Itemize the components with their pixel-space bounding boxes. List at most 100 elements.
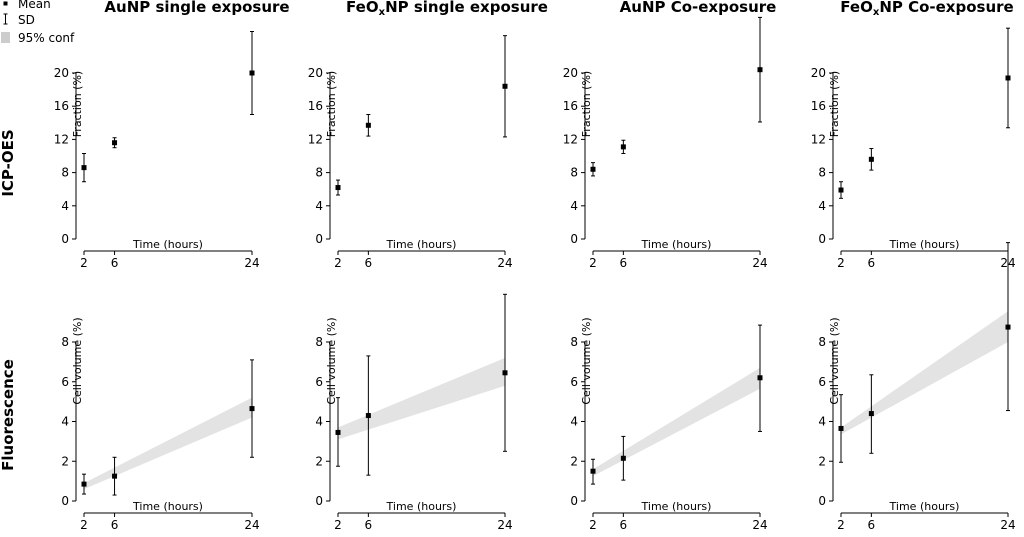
- x-axis-label: Time (hours): [386, 500, 457, 513]
- y-tick-label: 6: [61, 375, 69, 389]
- panel-title-part: single exposure: [150, 0, 289, 16]
- legend-conf-label: 95% conf: [18, 31, 75, 45]
- panel-title: FeOxNP Co-exposure: [840, 0, 1013, 18]
- y-tick-label: 6: [315, 375, 323, 389]
- confidence-band: [338, 357, 505, 440]
- confidence-band: [841, 311, 1008, 435]
- y-tick-label: 8: [570, 166, 578, 180]
- x-tick-label: 2: [80, 518, 88, 532]
- mean-point: [590, 468, 596, 474]
- y-tick-label: 12: [563, 132, 578, 146]
- mean-point: [81, 165, 87, 171]
- x-tick-label: 2: [589, 256, 597, 270]
- y-tick-label: 8: [315, 166, 323, 180]
- y-tick-label: 8: [570, 335, 578, 349]
- mean-point: [757, 67, 763, 73]
- y-tick-label: 2: [61, 454, 69, 468]
- mean-point: [502, 370, 508, 376]
- y-tick-label: 0: [61, 232, 69, 246]
- y-tick-label: 12: [54, 132, 69, 146]
- y-axis-label: Cell volume (%): [71, 317, 84, 404]
- x-tick-label: 6: [620, 256, 628, 270]
- panel-0-2: AuNP Co-exposure 0 4 8 12 16 20 2 6 24 Time (hours…: [563, 0, 777, 270]
- y-tick-label: 12: [811, 132, 826, 146]
- legend-conf-swatch: [1, 32, 10, 43]
- y-axis-label: Fraction (%): [71, 71, 84, 137]
- y-tick-label: 8: [818, 166, 826, 180]
- panel-title-part: FeO: [840, 0, 873, 16]
- x-tick-label: 2: [334, 256, 342, 270]
- legend: Mean SD 95% conf: [1, 0, 75, 45]
- y-tick-label: 6: [818, 375, 826, 389]
- x-axis-label: Time (hours): [386, 238, 457, 251]
- confidence-band: [84, 397, 252, 490]
- x-tick-label: 24: [497, 256, 512, 270]
- x-axis-label: Time (hours): [889, 500, 960, 513]
- x-tick-label: 24: [752, 518, 767, 532]
- y-tick-label: 8: [315, 335, 323, 349]
- y-tick-label: 4: [570, 199, 578, 213]
- y-tick-label: 2: [315, 454, 323, 468]
- mean-point: [1005, 324, 1011, 330]
- y-tick-label: 6: [570, 375, 578, 389]
- x-axis-label: Time (hours): [641, 238, 712, 251]
- y-tick-label: 16: [811, 99, 826, 113]
- panel-title-subscript: x: [379, 7, 386, 18]
- y-axis-label: Fraction (%): [828, 71, 841, 137]
- x-tick-label: 24: [497, 518, 512, 532]
- panel-title: AuNP Co-exposure: [620, 0, 777, 16]
- y-tick-label: 4: [61, 415, 69, 429]
- x-tick-label: 6: [365, 518, 373, 532]
- y-tick-label: 4: [818, 199, 826, 213]
- legend-sd-label: SD: [18, 13, 35, 27]
- legend-mean-marker: [3, 1, 8, 6]
- panel-0-0: AuNP single exposure 0 4 8 12 16 20 2 6 24 Time (h…: [54, 0, 290, 270]
- mean-point: [249, 406, 255, 412]
- y-tick-label: 20: [54, 66, 69, 80]
- row-label-icp-oes: ICP-OES: [0, 129, 17, 196]
- panel-title: FeOxNP single exposure: [346, 0, 548, 18]
- y-tick-label: 0: [570, 494, 578, 508]
- x-tick-label: 6: [365, 256, 373, 270]
- y-tick-label: 0: [818, 232, 826, 246]
- panel-0-1: FeOxNP single exposure 0 4 8 12 16 20 2 6 24 Time …: [308, 0, 548, 270]
- mean-point: [868, 411, 874, 417]
- mean-point: [365, 413, 371, 419]
- mean-point: [81, 481, 87, 487]
- y-tick-label: 16: [308, 99, 323, 113]
- mean-point: [868, 156, 874, 162]
- mean-point: [112, 473, 118, 479]
- y-tick-label: 20: [308, 66, 323, 80]
- x-tick-label: 24: [244, 256, 259, 270]
- x-tick-label: 2: [837, 256, 845, 270]
- x-tick-label: 24: [1000, 518, 1015, 532]
- y-axis-label: Cell volume (%): [325, 317, 338, 404]
- y-axis-label: Fraction (%): [580, 71, 593, 137]
- mean-point: [335, 185, 341, 191]
- mean-point: [249, 70, 255, 76]
- y-tick-label: 20: [563, 66, 578, 80]
- y-tick-label: 12: [308, 132, 323, 146]
- mean-point: [1005, 75, 1011, 81]
- mean-point: [502, 83, 508, 89]
- mean-point: [620, 144, 626, 150]
- mean-point: [838, 425, 844, 431]
- confidence-band: [593, 367, 760, 477]
- y-tick-label: 0: [61, 494, 69, 508]
- panel-title-part: AuNP: [620, 0, 666, 16]
- panel-title-part: NP single exposure: [385, 0, 548, 16]
- panel-title-part: NP Co-exposure: [879, 0, 1013, 16]
- y-tick-label: 0: [315, 494, 323, 508]
- panel-title-part: FeO: [346, 0, 379, 16]
- panel-title-subscript: x: [873, 7, 880, 18]
- row-label-fluorescence: Fluorescence: [0, 359, 17, 471]
- panel-title: AuNP single exposure: [104, 0, 289, 16]
- y-tick-label: 8: [61, 335, 69, 349]
- x-axis-label: Time (hours): [132, 500, 203, 513]
- mean-point: [590, 166, 596, 172]
